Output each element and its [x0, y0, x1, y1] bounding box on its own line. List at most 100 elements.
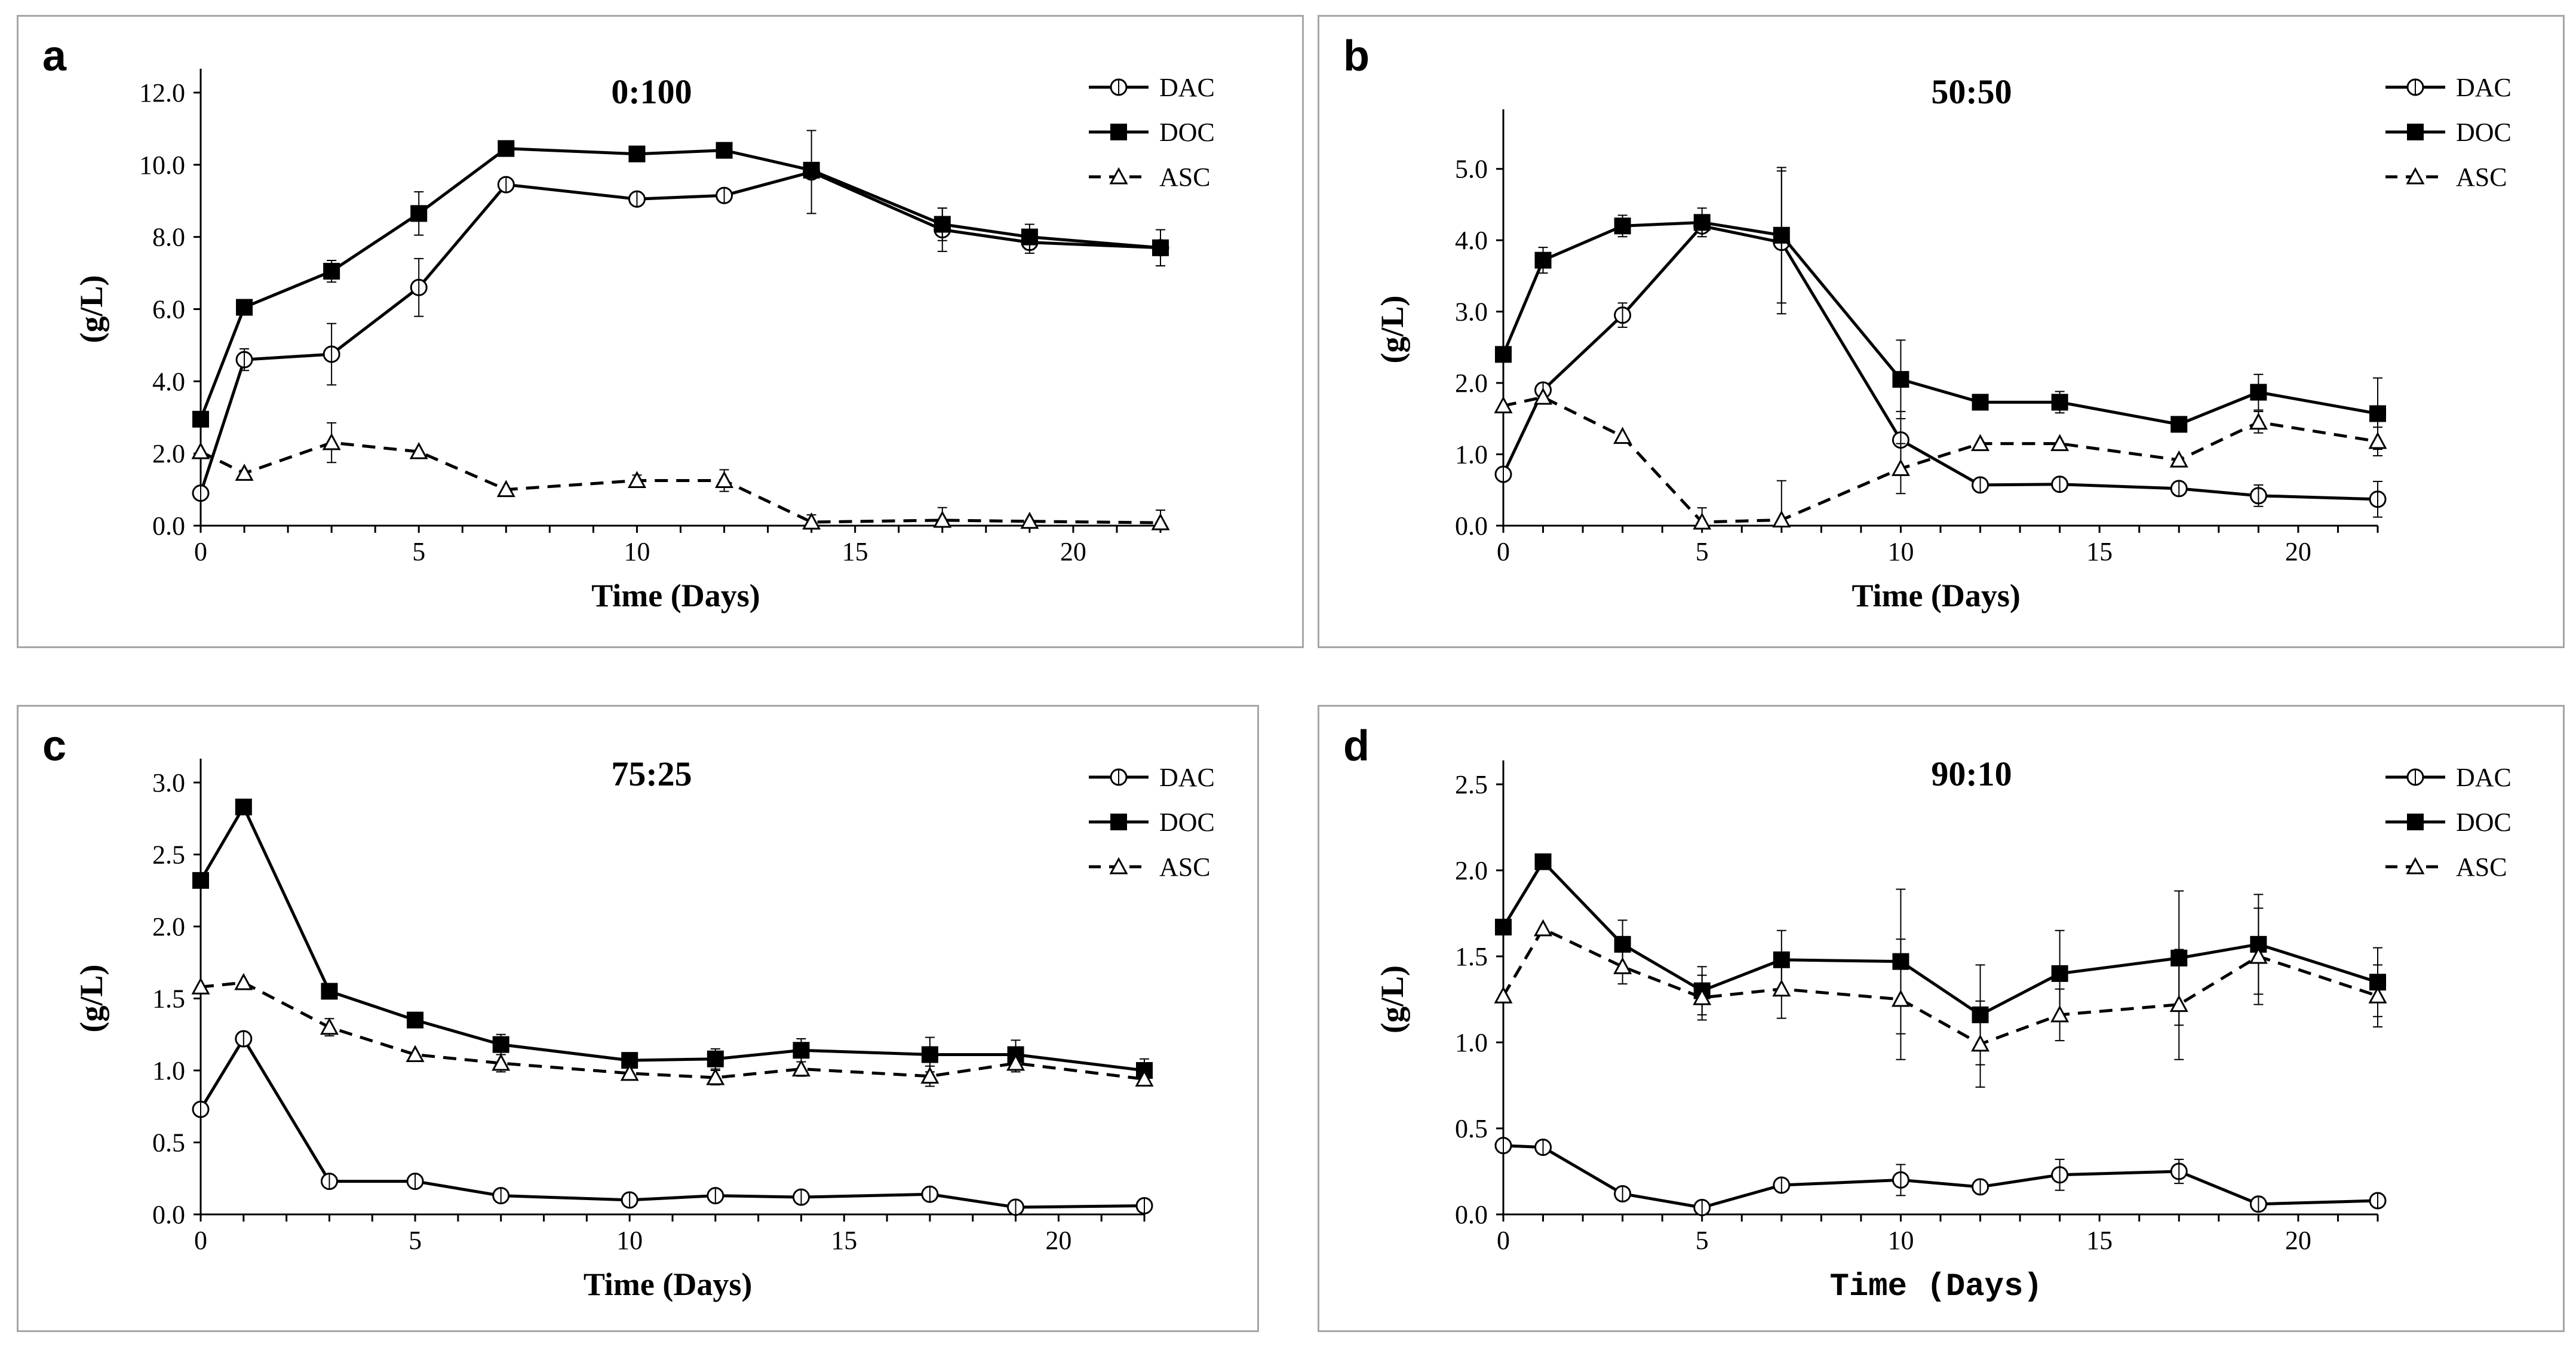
data-point-asc [1494, 986, 1513, 1004]
data-point-doc [2051, 394, 2068, 411]
chart-svg-d: d 90:10 0.0 0.5 1.0 1.5 2.0 2.5 0 5 10 15 20 Time (Da… [1343, 722, 2511, 1305]
data-point-doc [2250, 383, 2267, 401]
series-line-asc [199, 441, 1161, 524]
x-tick-label: 0 [194, 1226, 207, 1255]
data-point-doc [1972, 394, 1989, 411]
data-point-doc [492, 1036, 509, 1053]
data-point-asc [409, 441, 428, 459]
y-tick-label: 2.5 [1455, 770, 1488, 799]
data-point-doc [1614, 217, 1631, 235]
y-tick-label: 0.5 [152, 1128, 185, 1158]
data-point-doc [192, 872, 209, 889]
legend-label-dac: DAC [1159, 73, 1215, 102]
y-tick-label: 1.0 [1455, 1028, 1488, 1057]
data-point-doc [323, 263, 340, 280]
series-line-asc [1502, 927, 2378, 1046]
legend-label-asc: ASC [1159, 162, 1211, 192]
y-axis-title: (g/L) [73, 965, 109, 1033]
data-point-asc [234, 972, 253, 990]
data-point-asc [1494, 396, 1513, 413]
legend-label-asc: ASC [2456, 852, 2507, 882]
y-tick-label: 1.5 [152, 984, 185, 1014]
data-point-asc [1891, 459, 1910, 476]
data-point-doc [1534, 853, 1552, 870]
x-tick-label: 15 [2086, 1226, 2113, 1255]
data-point-asc [2368, 431, 2387, 449]
legend-label-asc: ASC [2456, 162, 2507, 192]
data-point-asc [1534, 387, 1553, 405]
legend-label-dac: DAC [2456, 73, 2511, 102]
x-tick-label: 20 [1045, 1226, 1071, 1255]
y-tick-label: 4.0 [152, 367, 185, 396]
data-point-doc [321, 983, 338, 1000]
data-point-doc [407, 1011, 424, 1029]
panel-letter: a [42, 32, 67, 80]
data-point-doc [1773, 226, 1790, 244]
y-tick-label: 2.0 [1455, 369, 1488, 398]
data-point-asc [496, 480, 515, 498]
data-point-asc [322, 432, 341, 450]
x-tick-label: 5 [1696, 537, 1709, 566]
data-point-doc [934, 216, 951, 233]
data-point-asc [802, 512, 821, 530]
y-tick-label: 0.0 [152, 511, 185, 541]
data-point-asc [1151, 513, 1170, 530]
y-tick-label: 5.0 [1455, 155, 1488, 184]
y-tick-label: 2.0 [152, 439, 185, 468]
y-tick-label: 0.0 [152, 1200, 185, 1229]
x-tick-label: 10 [616, 1226, 643, 1255]
x-tick-label: 15 [831, 1226, 857, 1255]
data-point-doc [628, 145, 646, 162]
x-tick-label: 0 [1497, 1226, 1510, 1255]
chart-svg-b: b 50:50 0.0 1.0 2.0 3.0 4.0 5.0 0 5 10 15 20 Time (Da… [1343, 32, 2511, 613]
y-tick-label: 3.0 [152, 768, 185, 797]
data-point-asc [1006, 1053, 1026, 1071]
series-dac [192, 1030, 1153, 1216]
x-axis-title: Time (Days) [1852, 578, 2020, 613]
y-tick-label: 10.0 [139, 151, 185, 180]
panel-d: d 90:10 0.0 0.5 1.0 1.5 2.0 2.5 0 5 10 15 20 Time (Da… [1318, 705, 2565, 1332]
x-tick-label: 20 [2285, 1226, 2311, 1255]
data-point-doc [1021, 228, 1038, 246]
data-point-asc [706, 1067, 725, 1085]
data-point-asc [1613, 957, 1632, 974]
data-point-asc [2249, 946, 2268, 964]
chart-svg-a: a 0:100 0.0 2.0 4.0 6.0 8.0 10.0 12.0 0 5 10 15 20 Tim… [42, 32, 1215, 613]
x-tick-label: 0 [1497, 537, 1510, 566]
x-tick-label: 20 [2285, 537, 2311, 566]
y-tick-label: 0.0 [1455, 511, 1488, 541]
series-line-doc [199, 147, 1161, 420]
chart-title: 75:25 [611, 754, 692, 793]
legend-label-dac: DAC [1159, 763, 1215, 792]
series-line-doc [1502, 860, 2378, 1017]
data-point-asc [2050, 434, 2070, 452]
y-tick-label: 2.0 [1455, 856, 1488, 885]
y-axis-title: (g/L) [1374, 296, 1410, 364]
data-point-doc [707, 1050, 724, 1067]
data-point-asc [2050, 1005, 2070, 1023]
data-point-doc [793, 1042, 810, 1059]
y-axis-title: (g/L) [73, 275, 109, 343]
chart-svg-c: c 75:25 0.0 0.5 1.0 1.5 2.0 2.5 3.0 0 5 10 15 20 Time … [42, 722, 1215, 1302]
legend-label-doc: DOC [1159, 118, 1215, 147]
x-tick-label: 0 [194, 537, 207, 566]
data-point-asc [2169, 995, 2188, 1013]
y-tick-label: 12.0 [139, 78, 185, 108]
y-tick-label: 1.5 [1455, 942, 1488, 971]
data-point-asc [1135, 1069, 1154, 1087]
data-point-asc [1693, 512, 1712, 530]
data-point-asc [791, 1059, 810, 1077]
chart-title: 0:100 [611, 72, 692, 111]
y-tick-label: 6.0 [152, 295, 185, 324]
x-tick-label: 5 [1696, 1226, 1709, 1255]
y-tick-label: 8.0 [152, 223, 185, 252]
series-line-dac [1503, 1144, 2378, 1209]
panel-letter: b [1343, 32, 1370, 80]
data-point-asc [2368, 986, 2387, 1004]
data-point-doc [192, 410, 209, 428]
data-point-asc [191, 977, 210, 995]
data-point-asc [920, 1066, 939, 1084]
chart-title: 90:10 [1931, 754, 2012, 793]
data-point-asc [1534, 919, 1553, 937]
x-axis-title: Time (Days) [1829, 1269, 2042, 1305]
